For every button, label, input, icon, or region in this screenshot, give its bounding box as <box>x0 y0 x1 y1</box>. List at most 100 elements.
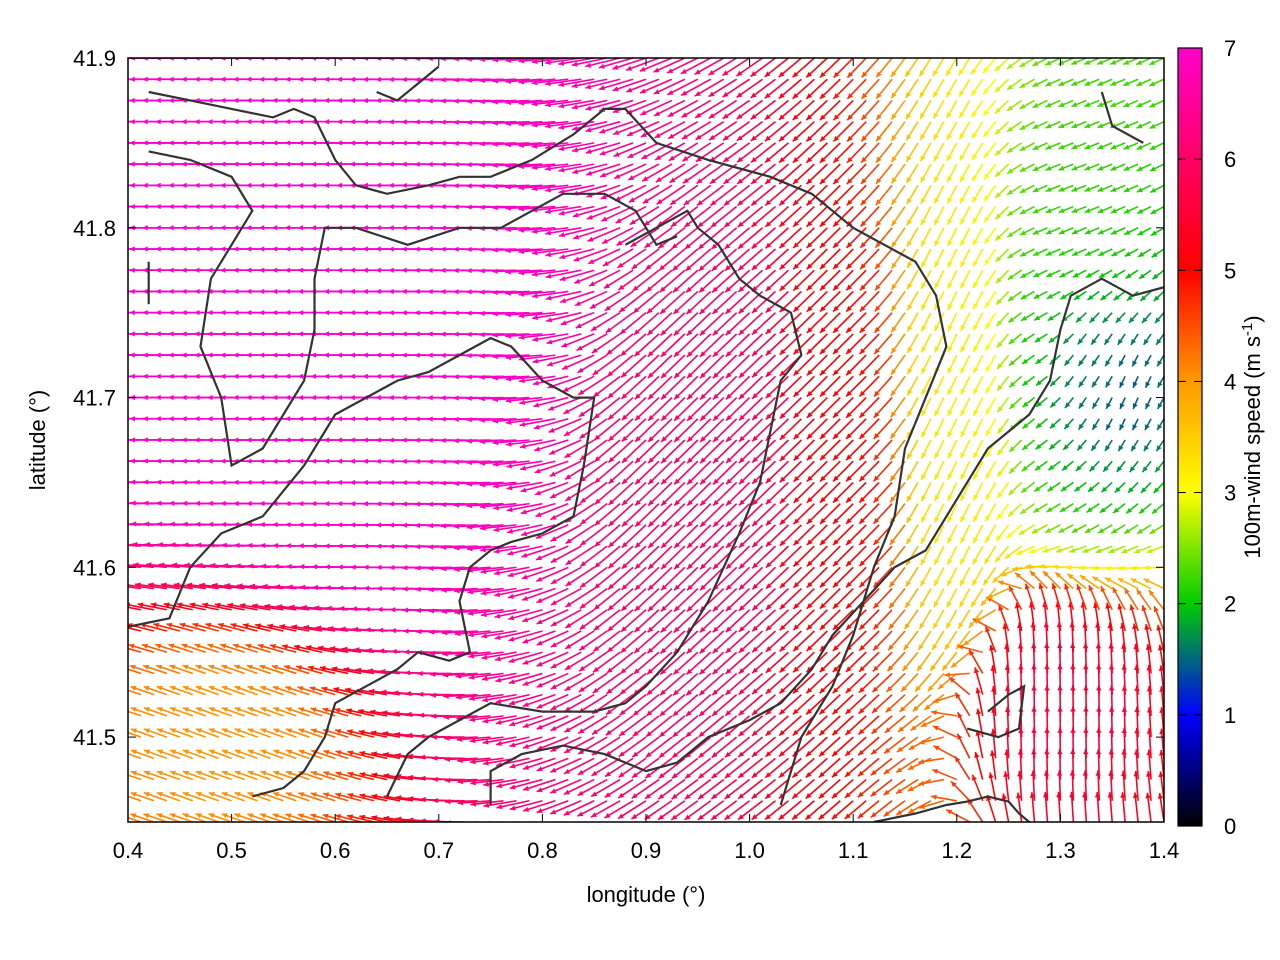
wind-vector <box>806 227 828 249</box>
wind-vector <box>699 481 725 507</box>
wind-vector <box>933 121 945 141</box>
wind-vector <box>505 163 543 169</box>
wind-vector <box>779 375 802 398</box>
colorbar <box>1177 47 1203 827</box>
wind-vector <box>1007 269 1022 281</box>
wind-vector <box>1060 481 1074 492</box>
wind-vector <box>779 312 802 335</box>
wind-vector <box>536 715 569 730</box>
wind-vector <box>347 792 375 802</box>
wind-vector <box>1078 397 1087 409</box>
wind-vector <box>1084 99 1100 108</box>
wind-vector <box>846 99 867 121</box>
wind-vector <box>1078 375 1087 388</box>
wind-vector <box>919 566 932 587</box>
wind-vector <box>904 609 919 630</box>
wind-vector <box>751 375 777 400</box>
wind-vector <box>819 418 841 440</box>
wind-vector <box>563 396 595 415</box>
wind-vector <box>1007 290 1023 302</box>
wind-vector <box>1032 58 1048 67</box>
wind-vector <box>883 736 906 754</box>
wind-vector <box>455 693 491 700</box>
wind-vector <box>1104 439 1113 452</box>
wind-vector <box>920 418 932 438</box>
wind-vector <box>466 459 504 466</box>
wind-vector <box>645 248 673 271</box>
wind-vector <box>737 757 764 779</box>
wind-vector <box>1006 58 1023 70</box>
wind-vector <box>1035 439 1048 450</box>
wind-vector <box>857 757 880 777</box>
wind-vector <box>511 821 517 822</box>
wind-vector <box>1019 248 1035 258</box>
wind-vector <box>832 524 854 546</box>
wind-vector <box>571 99 608 110</box>
wind-vector <box>564 672 595 692</box>
wind-vector <box>905 524 919 545</box>
wind-vector <box>778 99 802 121</box>
wind-vector <box>805 672 828 694</box>
wind-vector <box>128 333 129 334</box>
wind-vector <box>947 333 958 353</box>
wind-vector <box>889 439 906 461</box>
wind-vector <box>479 460 517 466</box>
wind-vector <box>872 672 893 693</box>
wind-vector <box>725 418 751 443</box>
wind-vector <box>482 693 517 703</box>
wind-vector <box>1138 269 1152 280</box>
wind-vector <box>712 587 738 612</box>
wind-vector <box>1024 583 1036 611</box>
wind-vector <box>564 609 595 629</box>
wind-vector <box>546 311 582 323</box>
wind-vector <box>751 566 777 590</box>
wind-vector <box>832 163 854 185</box>
wind-vector <box>698 290 725 315</box>
wind-vector <box>736 58 764 77</box>
wind-vector <box>606 630 634 653</box>
wind-vector <box>604 290 634 312</box>
wind-vector <box>655 163 686 183</box>
wind-vector <box>645 694 673 717</box>
wind-vector <box>143 749 168 760</box>
wind-vector <box>751 672 777 695</box>
wind-vector <box>832 354 854 376</box>
wind-vector <box>620 609 647 633</box>
wind-vector <box>1071 205 1087 214</box>
wind-vector <box>269 644 297 653</box>
wind-vector <box>1086 503 1100 513</box>
wind-vector <box>544 120 582 129</box>
wind-vector <box>970 58 984 75</box>
wind-vector <box>660 545 686 570</box>
wind-vector <box>592 375 621 398</box>
wind-vector <box>1032 120 1048 130</box>
wind-vector <box>918 800 945 810</box>
wind-vector <box>522 757 556 770</box>
wind-vector <box>845 672 867 694</box>
wind-vector <box>736 121 764 142</box>
wind-vector <box>946 588 958 608</box>
wind-vector <box>285 813 310 822</box>
wind-vector <box>359 814 388 822</box>
wind-vector <box>565 566 595 587</box>
wind-vector <box>646 630 673 654</box>
wind-vector <box>680 58 712 75</box>
wind-vector <box>1020 269 1035 279</box>
wind-vector <box>765 333 790 356</box>
wind-vector <box>585 58 621 68</box>
wind-vector <box>1062 439 1074 451</box>
wind-vector <box>845 651 867 673</box>
wind-vector <box>297 686 323 696</box>
wind-vector <box>968 649 984 674</box>
wind-vector <box>958 58 971 76</box>
wind-vector <box>725 312 751 336</box>
wind-vector <box>819 651 841 673</box>
wind-vector <box>505 120 543 127</box>
wind-vector <box>1047 460 1061 471</box>
wind-vector <box>737 736 764 758</box>
wind-vector <box>321 686 349 696</box>
wind-vector <box>699 312 725 337</box>
wind-vector <box>779 269 802 292</box>
wind-vector <box>945 100 958 119</box>
wind-vector <box>945 78 958 98</box>
